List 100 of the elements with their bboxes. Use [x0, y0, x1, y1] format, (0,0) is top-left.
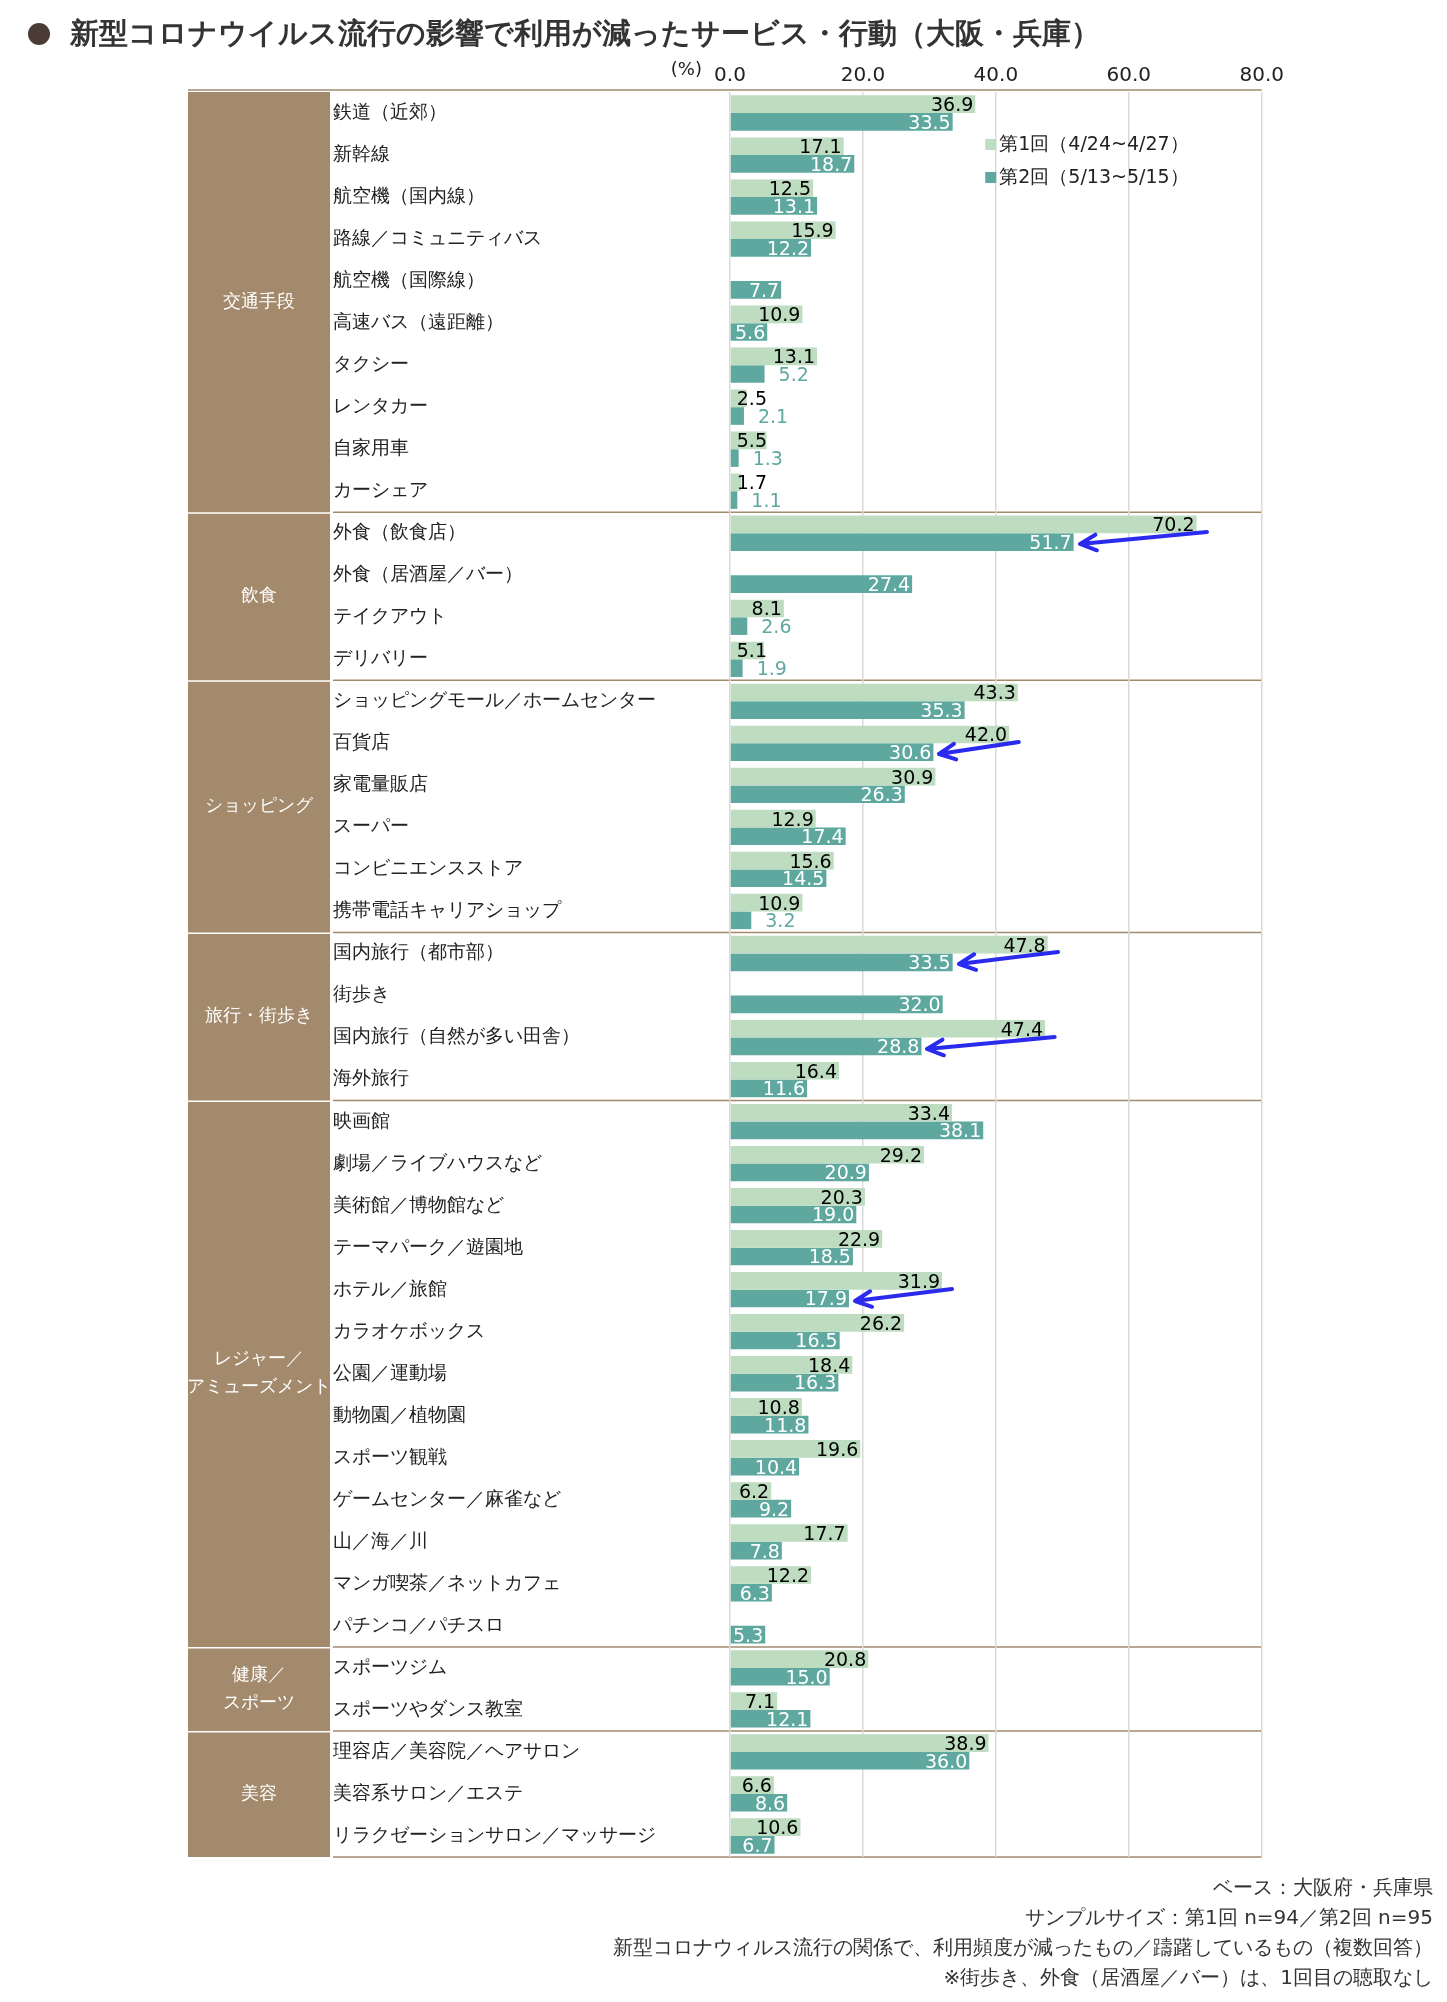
- x-axis-title: (%): [670, 57, 702, 79]
- bar: [730, 1272, 943, 1290]
- data-label: 17.7: [803, 1521, 846, 1544]
- y-tick-label: 航空機（国際線）: [333, 268, 485, 291]
- bar: [730, 1145, 925, 1164]
- bar: [730, 1440, 861, 1458]
- data-label: 10.4: [754, 1455, 798, 1478]
- data-label: 70.2: [1152, 513, 1195, 536]
- text: 健康／スポーツ: [223, 1662, 295, 1712]
- bar: [730, 1019, 1046, 1038]
- y-tick-label: テーマパーク／遊園地: [333, 1234, 523, 1257]
- y-tick-label: 劇場／ライブハウスなど: [333, 1150, 542, 1173]
- text: 旅行・街歩き: [205, 1004, 313, 1026]
- data-label: 29.2: [879, 1143, 923, 1166]
- y-tick-label: ゲームセンター／麻雀など: [333, 1486, 561, 1509]
- legend-label: 第2回（5/13~5/15）: [999, 164, 1189, 187]
- y-tick-label: タクシー: [333, 352, 409, 375]
- y-tick-label: 家電量販店: [333, 772, 428, 795]
- y-tick-label: ショッピングモール／ホームセンター: [333, 688, 656, 711]
- y-tick-label: 公園／運動場: [333, 1360, 447, 1383]
- bar: [730, 1230, 883, 1248]
- y-tick-label: カラオケボックス: [333, 1318, 485, 1341]
- bar: [730, 953, 953, 972]
- y-tick-label: 街歩き: [333, 982, 390, 1005]
- data-label: 42.0: [964, 723, 1008, 746]
- legend-label: 第1回（4/24~4/27）: [999, 131, 1189, 154]
- bar: [730, 1314, 905, 1332]
- y-tick-label: デリバリー: [333, 646, 428, 669]
- y-tick-label: 外食（居酒屋／バー）: [333, 562, 523, 585]
- bar: [730, 575, 913, 593]
- bar: [730, 827, 846, 846]
- data-label: 32.0: [898, 993, 941, 1016]
- bar: [730, 95, 976, 114]
- bar: [730, 785, 905, 804]
- y-tick-label: 鉄道（近郊）: [333, 99, 447, 122]
- data-label: 28.8: [877, 1035, 920, 1058]
- text: レジャー／アミューズメント: [187, 1347, 331, 1397]
- y-tick-label: パチンコ／パチスロ: [332, 1612, 504, 1635]
- text: ベース：大阪府・兵庫県: [1212, 1874, 1433, 1901]
- y-tick-label: 携帯電話キャリアショップ: [333, 898, 562, 921]
- bar: [730, 617, 748, 635]
- y-tick-label: リラクゼーションサロン／マッサージ: [333, 1822, 656, 1845]
- y-tick-label: カーシェア: [333, 478, 428, 501]
- bar: [730, 533, 1074, 551]
- bar: [730, 155, 855, 173]
- bar: [730, 659, 743, 677]
- bar: [730, 1524, 848, 1542]
- text: 飲食: [241, 583, 277, 605]
- bar: [730, 1734, 989, 1752]
- bar: [730, 911, 752, 930]
- y-tick-label: スーパー: [333, 814, 409, 837]
- x-tick-label: 20.0: [840, 62, 886, 87]
- bar: [730, 1187, 865, 1206]
- chart-title: 新型コロナウイルス流行の影響で利用が減ったサービス・行動（大阪・兵庫）: [70, 15, 1100, 52]
- data-label: 7.7: [748, 278, 780, 301]
- y-tick-label: 外食（飲食店）: [333, 520, 466, 543]
- text: 交通手段: [223, 289, 295, 311]
- bar: [730, 725, 1010, 744]
- bar: [730, 935, 1048, 954]
- data-label: 27.4: [867, 573, 911, 596]
- y-tick-label: 国内旅行（都市部）: [333, 940, 504, 963]
- y-tick-label: 新幹線: [333, 141, 390, 164]
- bar: [730, 137, 844, 156]
- y-tick-label: スポーツジム: [333, 1654, 447, 1677]
- bar: [730, 701, 965, 719]
- data-label: 33.5: [908, 951, 951, 974]
- text: 美容: [241, 1781, 277, 1803]
- data-label: 7.8: [749, 1539, 780, 1562]
- bar: [730, 449, 739, 467]
- y-tick-label: 高速バス（遠距離）: [333, 310, 504, 333]
- x-tick-label: 0.0: [714, 62, 746, 87]
- data-label: 17.9: [804, 1287, 847, 1310]
- data-label: 47.4: [1000, 1017, 1044, 1040]
- y-tick-label: 自家用車: [333, 436, 409, 459]
- data-label: 5.3: [733, 1623, 764, 1646]
- y-tick-label: スポーツやダンス教室: [333, 1696, 523, 1719]
- bar: [730, 515, 1197, 534]
- data-label: 47.8: [1003, 933, 1046, 956]
- bar: [730, 407, 744, 425]
- text: 新型コロナウィルス流行の関係で、利用頻度が減ったもの／躊躇しているもの（複数回答）: [613, 1934, 1433, 1961]
- bar: [730, 1103, 952, 1122]
- bar: [730, 1650, 869, 1668]
- y-tick-label: 美容系サロン／エステ: [333, 1780, 523, 1803]
- bar: [730, 113, 953, 131]
- x-tick-label: 60.0: [1106, 62, 1152, 87]
- data-label: 31.9: [897, 1269, 941, 1292]
- x-tick-label: 80.0: [1239, 62, 1284, 87]
- data-label: 26.2: [859, 1311, 903, 1334]
- bar: [730, 1121, 984, 1140]
- y-tick-label: 国内旅行（自然が多い田舎）: [333, 1024, 580, 1047]
- y-tick-label: 百貨店: [333, 730, 390, 753]
- y-tick-label: スポーツ観戦: [333, 1444, 447, 1467]
- data-label: 16.5: [795, 1329, 838, 1352]
- y-tick-label: レンタカー: [333, 394, 428, 417]
- y-tick-label: 映画館: [333, 1108, 390, 1131]
- data-label: 20.9: [824, 1161, 867, 1184]
- y-tick-label: マンガ喫茶／ネットカフェ: [333, 1570, 561, 1593]
- data-label: 51.7: [1029, 531, 1072, 554]
- y-tick-label: 動物園／植物園: [333, 1402, 466, 1425]
- y-tick-label: 路線／コミュニティバス: [333, 226, 542, 249]
